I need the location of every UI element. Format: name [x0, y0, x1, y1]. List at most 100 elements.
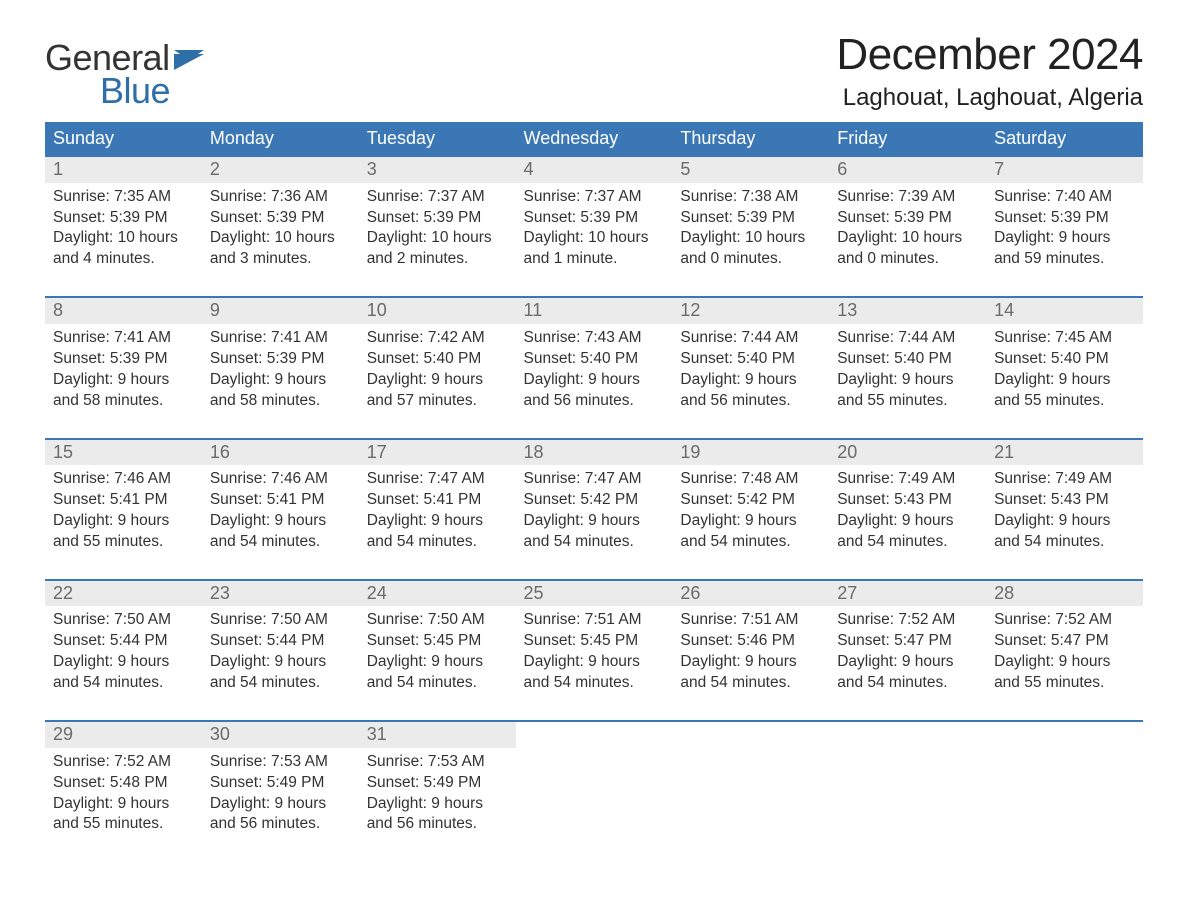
daylight-text: and 54 minutes.	[524, 673, 665, 694]
day-cell: 20Sunrise: 7:49 AMSunset: 5:43 PMDayligh…	[829, 439, 986, 580]
daylight-text: and 54 minutes.	[210, 532, 351, 553]
daylight-text: Daylight: 9 hours	[367, 652, 508, 673]
day-cell	[516, 721, 673, 861]
daylight-text: Daylight: 10 hours	[680, 228, 821, 249]
daylight-text: and 0 minutes.	[837, 249, 978, 270]
day-body: Sunrise: 7:52 AMSunset: 5:48 PMDaylight:…	[45, 748, 202, 862]
daylight-text: and 54 minutes.	[837, 532, 978, 553]
day-body: Sunrise: 7:51 AMSunset: 5:46 PMDaylight:…	[672, 606, 829, 720]
day-body: Sunrise: 7:47 AMSunset: 5:41 PMDaylight:…	[359, 465, 516, 579]
day-header: Monday	[202, 122, 359, 156]
day-number: 1	[45, 157, 202, 183]
day-cell: 28Sunrise: 7:52 AMSunset: 5:47 PMDayligh…	[986, 580, 1143, 721]
day-body: Sunrise: 7:37 AMSunset: 5:39 PMDaylight:…	[516, 183, 673, 297]
sunset-text: Sunset: 5:43 PM	[837, 490, 978, 511]
day-cell: 5Sunrise: 7:38 AMSunset: 5:39 PMDaylight…	[672, 156, 829, 297]
daylight-text: Daylight: 9 hours	[367, 794, 508, 815]
daylight-text: Daylight: 9 hours	[680, 652, 821, 673]
daylight-text: and 2 minutes.	[367, 249, 508, 270]
day-cell: 14Sunrise: 7:45 AMSunset: 5:40 PMDayligh…	[986, 297, 1143, 438]
day-body: Sunrise: 7:44 AMSunset: 5:40 PMDaylight:…	[672, 324, 829, 438]
day-number: 28	[986, 581, 1143, 607]
day-cell: 30Sunrise: 7:53 AMSunset: 5:49 PMDayligh…	[202, 721, 359, 861]
day-number: 23	[202, 581, 359, 607]
daylight-text: Daylight: 10 hours	[210, 228, 351, 249]
day-header: Wednesday	[516, 122, 673, 156]
sunrise-text: Sunrise: 7:43 AM	[524, 328, 665, 349]
daylight-text: and 56 minutes.	[210, 814, 351, 835]
sunrise-text: Sunrise: 7:35 AM	[53, 187, 194, 208]
day-number: 26	[672, 581, 829, 607]
day-body: Sunrise: 7:52 AMSunset: 5:47 PMDaylight:…	[829, 606, 986, 720]
sunset-text: Sunset: 5:39 PM	[367, 208, 508, 229]
day-cell: 22Sunrise: 7:50 AMSunset: 5:44 PMDayligh…	[45, 580, 202, 721]
sunrise-text: Sunrise: 7:49 AM	[994, 469, 1135, 490]
sunrise-text: Sunrise: 7:38 AM	[680, 187, 821, 208]
day-cell: 13Sunrise: 7:44 AMSunset: 5:40 PMDayligh…	[829, 297, 986, 438]
day-number: 9	[202, 298, 359, 324]
daylight-text: Daylight: 9 hours	[524, 652, 665, 673]
sunrise-text: Sunrise: 7:39 AM	[837, 187, 978, 208]
empty-day	[516, 722, 673, 752]
day-cell: 15Sunrise: 7:46 AMSunset: 5:41 PMDayligh…	[45, 439, 202, 580]
empty-day	[672, 722, 829, 752]
daylight-text: and 58 minutes.	[53, 391, 194, 412]
day-number: 17	[359, 440, 516, 466]
week-row: 15Sunrise: 7:46 AMSunset: 5:41 PMDayligh…	[45, 439, 1143, 580]
day-cell: 3Sunrise: 7:37 AMSunset: 5:39 PMDaylight…	[359, 156, 516, 297]
day-cell: 25Sunrise: 7:51 AMSunset: 5:45 PMDayligh…	[516, 580, 673, 721]
sunrise-text: Sunrise: 7:52 AM	[837, 610, 978, 631]
day-cell: 17Sunrise: 7:47 AMSunset: 5:41 PMDayligh…	[359, 439, 516, 580]
day-number: 22	[45, 581, 202, 607]
day-body: Sunrise: 7:45 AMSunset: 5:40 PMDaylight:…	[986, 324, 1143, 438]
day-body: Sunrise: 7:38 AMSunset: 5:39 PMDaylight:…	[672, 183, 829, 297]
day-cell: 18Sunrise: 7:47 AMSunset: 5:42 PMDayligh…	[516, 439, 673, 580]
sunrise-text: Sunrise: 7:44 AM	[837, 328, 978, 349]
day-cell: 12Sunrise: 7:44 AMSunset: 5:40 PMDayligh…	[672, 297, 829, 438]
sunrise-text: Sunrise: 7:44 AM	[680, 328, 821, 349]
day-cell: 8Sunrise: 7:41 AMSunset: 5:39 PMDaylight…	[45, 297, 202, 438]
day-header: Tuesday	[359, 122, 516, 156]
sunset-text: Sunset: 5:39 PM	[53, 349, 194, 370]
daylight-text: and 56 minutes.	[524, 391, 665, 412]
daylight-text: and 1 minute.	[524, 249, 665, 270]
day-body: Sunrise: 7:39 AMSunset: 5:39 PMDaylight:…	[829, 183, 986, 297]
brand-word-2: Blue	[100, 70, 204, 112]
day-number: 24	[359, 581, 516, 607]
sunset-text: Sunset: 5:41 PM	[367, 490, 508, 511]
daylight-text: and 54 minutes.	[837, 673, 978, 694]
daylight-text: Daylight: 9 hours	[524, 511, 665, 532]
daylight-text: and 58 minutes.	[210, 391, 351, 412]
sunset-text: Sunset: 5:40 PM	[680, 349, 821, 370]
daylight-text: Daylight: 9 hours	[367, 511, 508, 532]
day-number: 20	[829, 440, 986, 466]
daylight-text: and 54 minutes.	[994, 532, 1135, 553]
day-number: 15	[45, 440, 202, 466]
day-number: 29	[45, 722, 202, 748]
sunset-text: Sunset: 5:40 PM	[367, 349, 508, 370]
daylight-text: and 54 minutes.	[524, 532, 665, 553]
day-body: Sunrise: 7:50 AMSunset: 5:44 PMDaylight:…	[202, 606, 359, 720]
sunset-text: Sunset: 5:49 PM	[210, 773, 351, 794]
day-number: 10	[359, 298, 516, 324]
sunset-text: Sunset: 5:41 PM	[53, 490, 194, 511]
day-number: 14	[986, 298, 1143, 324]
daylight-text: and 55 minutes.	[53, 532, 194, 553]
day-number: 12	[672, 298, 829, 324]
sunrise-text: Sunrise: 7:50 AM	[53, 610, 194, 631]
day-number: 30	[202, 722, 359, 748]
day-number: 31	[359, 722, 516, 748]
day-cell: 9Sunrise: 7:41 AMSunset: 5:39 PMDaylight…	[202, 297, 359, 438]
day-number: 25	[516, 581, 673, 607]
day-number: 18	[516, 440, 673, 466]
sunset-text: Sunset: 5:39 PM	[837, 208, 978, 229]
sunset-text: Sunset: 5:39 PM	[53, 208, 194, 229]
empty-day	[986, 722, 1143, 752]
daylight-text: Daylight: 9 hours	[680, 511, 821, 532]
sunset-text: Sunset: 5:48 PM	[53, 773, 194, 794]
sunset-text: Sunset: 5:49 PM	[367, 773, 508, 794]
daylight-text: Daylight: 9 hours	[994, 228, 1135, 249]
sunrise-text: Sunrise: 7:49 AM	[837, 469, 978, 490]
sunrise-text: Sunrise: 7:46 AM	[210, 469, 351, 490]
day-cell: 7Sunrise: 7:40 AMSunset: 5:39 PMDaylight…	[986, 156, 1143, 297]
